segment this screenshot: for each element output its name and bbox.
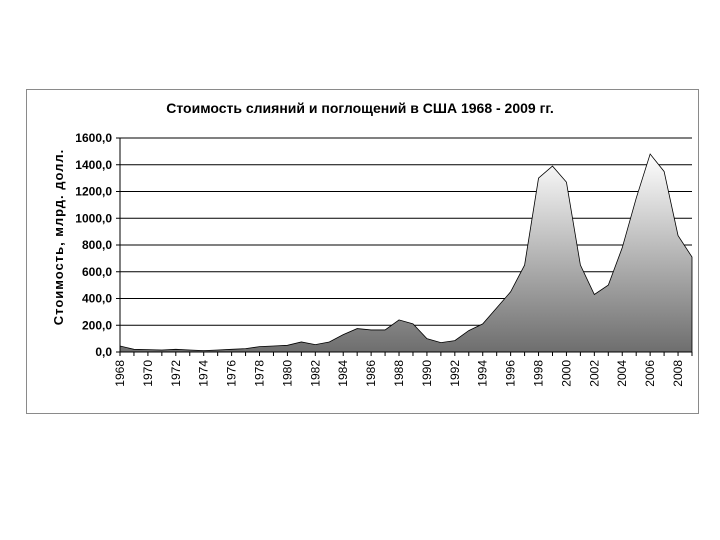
x-tick-label: 2002 [587,360,601,387]
y-axis-title: Стоимость, млрд. долл. [51,149,66,326]
y-tick-label: 1200,0 [75,185,112,199]
x-tick-label: 1976 [225,360,239,387]
area-series [119,153,693,353]
x-tick-label: 2004 [615,360,629,387]
x-tick-label: 1982 [308,360,322,387]
chart-frame [26,89,699,414]
chart-title: Стоимость слияний и поглощений в США 196… [166,100,554,116]
x-tick-label: 1992 [448,360,462,387]
x-tick-label: 1990 [420,360,434,387]
y-tick-label: 1000,0 [75,211,112,225]
x-tick-label: 1998 [532,360,546,387]
x-tick-label: 2008 [671,360,685,387]
x-tick-label: 1974 [197,360,211,387]
x-tick-label: 1980 [280,360,294,387]
x-tick-label: 1970 [141,360,155,387]
x-tick-label: 2000 [559,360,573,387]
x-tick-label: 1972 [169,360,183,387]
x-tick-label: 1978 [253,360,267,387]
x-tick-label: 1996 [504,360,518,387]
x-tick-label: 1984 [336,360,350,387]
y-tick-label: 200,0 [82,318,112,332]
y-tick-label: 800,0 [82,238,112,252]
x-tick-label: 2006 [643,360,657,387]
y-tick-label: 600,0 [82,265,112,279]
y-tick-label: 400,0 [82,292,112,306]
x-tick-label: 1968 [113,360,127,387]
x-tick-label: 1988 [392,360,406,387]
y-tick-label: 1600,0 [75,131,112,145]
x-tick-label: 1994 [476,360,490,387]
y-tick-label: 1400,0 [75,158,112,172]
y-tick-label: 0,0 [95,345,112,359]
x-tick-label: 1986 [364,360,378,387]
